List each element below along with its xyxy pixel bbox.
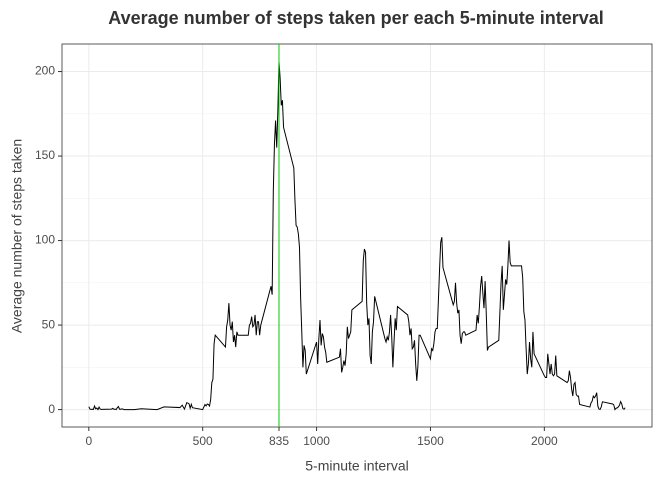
y-tick-label: 150 [35,148,55,162]
x-tick-label: 1500 [417,434,444,448]
x-axis-title: 5-minute interval [305,458,409,474]
x-tick-label: 0 [85,434,92,448]
y-axis-title: Average number of steps taken [9,139,25,333]
y-tick-label: 0 [48,402,55,416]
y-tick-label: 50 [42,317,56,331]
x-tick-label: 835 [269,434,289,448]
line [88,61,626,411]
x-tick-label: 2000 [531,434,558,448]
x-tick-label: 500 [193,434,213,448]
y-tick-label: 100 [35,233,55,247]
y-tick-label: 200 [35,64,55,78]
x-tick-label: 1000 [303,434,330,448]
panel-border [61,43,653,428]
chart-title: Average number of steps taken per each 5… [108,8,604,28]
